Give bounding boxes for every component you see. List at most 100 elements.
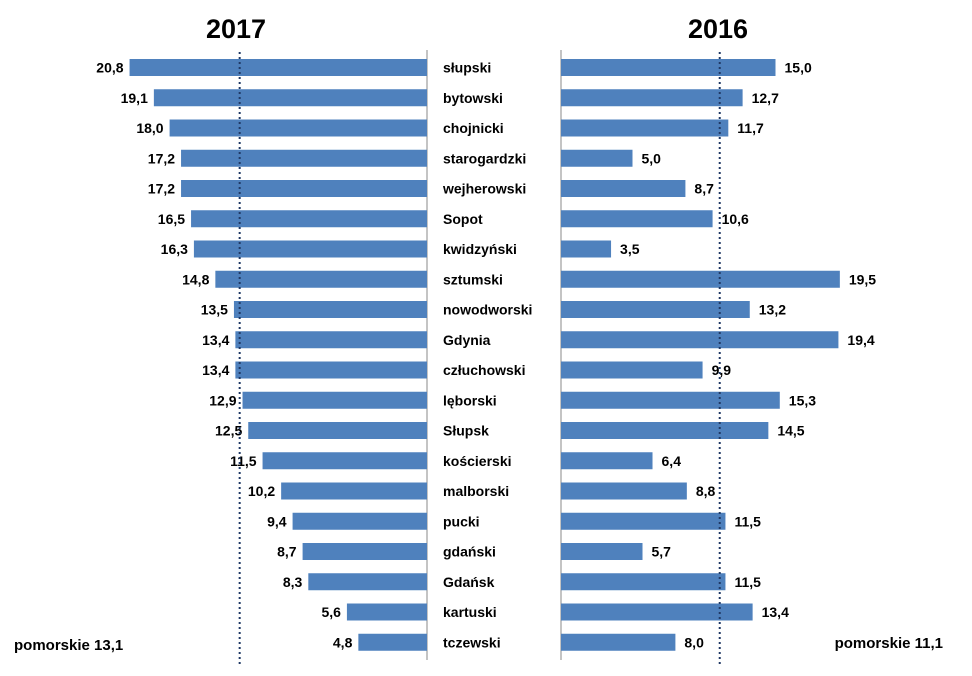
category-label: pucki (443, 513, 480, 529)
bar-2017 (235, 361, 427, 379)
bar-2016 (561, 119, 729, 137)
bar-2017 (181, 180, 427, 197)
category-label: Gdańsk (443, 574, 495, 590)
data-label-2016: 12,7 (752, 90, 779, 106)
category-label: gdański (443, 544, 496, 560)
data-label-2016: 19,5 (849, 271, 876, 287)
data-label-2016: 5,7 (652, 544, 672, 560)
bar-2017 (358, 633, 427, 651)
data-label-2017: 16,3 (161, 241, 188, 257)
bar-2017 (181, 149, 427, 167)
bar-2016 (561, 512, 726, 530)
bar-2016 (561, 573, 726, 591)
data-label-2017: 20,8 (96, 60, 123, 76)
bar-2017 (215, 270, 427, 288)
bar-2017 (235, 331, 427, 349)
category-labels: słupski bytowski chojnicki starogardzki wejh… (442, 60, 532, 651)
bars-2017 (129, 59, 427, 651)
bar-2016 (561, 543, 643, 560)
category-label: wejherowski (442, 181, 526, 197)
data-label-2017: 8,3 (283, 574, 303, 590)
data-label-2016: 13,4 (762, 604, 789, 620)
bar-2016 (561, 633, 676, 651)
bar-2017 (129, 59, 427, 76)
category-label: Gdynia (443, 332, 491, 348)
data-label-2016: 11,5 (734, 513, 761, 529)
data-label-2017: 19,1 (121, 90, 148, 106)
bar-2016 (561, 482, 687, 500)
data-label-2017: 13,4 (202, 332, 229, 348)
bar-2016 (561, 452, 653, 470)
bar-2017 (302, 543, 427, 560)
bar-2016 (561, 603, 753, 621)
category-label: kwidzyński (443, 241, 517, 257)
data-label-2017: 16,5 (158, 211, 185, 227)
bar-2016 (561, 270, 840, 288)
data-label-2017: 13,5 (201, 302, 228, 318)
category-label: bytowski (443, 90, 503, 106)
data-label-2017: 18,0 (136, 120, 163, 136)
category-label: słupski (443, 60, 491, 76)
reference-label-2017: pomorskie 13,1 (14, 637, 123, 654)
category-label: chojnicki (443, 120, 504, 136)
category-label: kościerski (443, 453, 512, 469)
category-label: Słupsk (443, 423, 489, 439)
data-label-2016: 14,5 (777, 423, 804, 439)
data-label-2016: 15,0 (785, 60, 812, 76)
bars-2016 (561, 59, 840, 651)
data-label-2017: 11,5 (230, 453, 257, 469)
year-title-2016: 2016 (688, 14, 748, 44)
data-label-2016: 8,0 (684, 634, 704, 650)
bar-2017 (281, 482, 427, 500)
bar-2016 (561, 301, 750, 318)
bar-2017 (233, 301, 427, 318)
data-label-2017: 12,9 (209, 392, 236, 408)
bar-2017 (308, 573, 427, 591)
data-label-2017: 13,4 (202, 362, 229, 378)
bar-2016 (561, 149, 633, 167)
bar-2016 (561, 391, 780, 409)
data-label-2016: 13,2 (759, 302, 786, 318)
data-label-2016: 9,9 (712, 362, 732, 378)
bar-2017 (191, 210, 427, 228)
data-label-2017: 17,2 (148, 150, 175, 166)
bar-2016 (561, 361, 703, 379)
data-label-2016: 19,4 (847, 332, 874, 348)
data-label-2017: 14,8 (182, 271, 209, 287)
data-label-2017: 17,2 (148, 181, 175, 197)
category-label: tczewski (443, 634, 501, 650)
bar-2017 (262, 452, 427, 470)
bar-2017 (346, 603, 427, 621)
data-label-2016: 11,7 (737, 120, 764, 136)
year-title-2017: 2017 (206, 14, 266, 44)
data-label-2017: 12,5 (215, 423, 242, 439)
bar-2016 (561, 210, 713, 228)
bar-2017 (248, 422, 427, 439)
bar-2016 (561, 180, 686, 197)
bar-2016 (561, 331, 839, 349)
category-label: kartuski (443, 604, 497, 620)
data-label-2016: 3,5 (620, 241, 640, 257)
data-label-2017: 9,4 (267, 513, 287, 529)
reference-label-2016: pomorskie 11,1 (835, 635, 943, 652)
data-label-2016: 8,7 (694, 181, 714, 197)
data-label-2017: 5,6 (321, 604, 341, 620)
data-labels-2016: 15,0 12,7 11,7 5,0 8,7 10,6 3,5 19,5 13,2 19,4 9,9… (620, 60, 876, 651)
data-label-2017: 4,8 (333, 634, 353, 650)
data-label-2016: 11,5 (734, 574, 761, 590)
data-label-2016: 10,6 (722, 211, 749, 227)
category-label: człuchowski (443, 362, 525, 378)
data-label-2016: 5,0 (642, 150, 662, 166)
bar-2016 (561, 89, 743, 107)
category-label: starogardzki (443, 150, 526, 166)
data-label-2016: 15,3 (789, 392, 816, 408)
bar-2017 (292, 512, 427, 530)
category-label: lęborski (443, 392, 497, 408)
category-label: sztumski (443, 271, 503, 287)
data-label-2016: 6,4 (662, 453, 682, 469)
category-label: malborski (443, 483, 509, 499)
bar-2016 (561, 240, 612, 258)
data-labels-2017: 20,8 19,1 18,0 17,2 17,2 16,5 16,3 14,8 13,5 13,4… (96, 60, 352, 651)
bar-2017 (242, 391, 427, 409)
